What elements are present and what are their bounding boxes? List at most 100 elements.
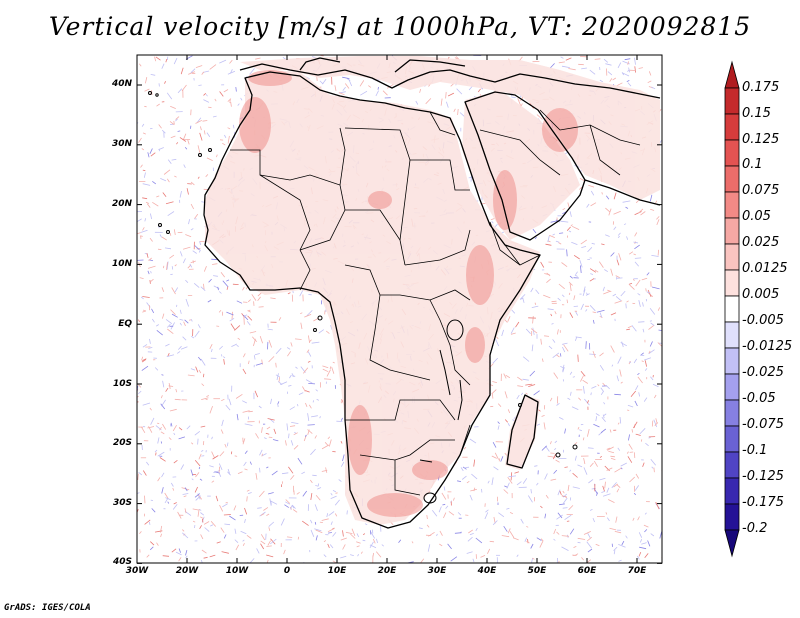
field-speckle (268, 356, 275, 363)
field-speckle (210, 524, 214, 527)
field-speckle (491, 389, 497, 395)
field-speckle (587, 400, 589, 404)
field-speckle (143, 172, 146, 178)
field-speckle (631, 325, 637, 332)
field-speckle (198, 453, 202, 460)
field-speckle (557, 297, 561, 301)
field-speckle (485, 509, 489, 513)
field-speckle (552, 339, 556, 343)
lat-label-40n: 40N (111, 79, 132, 89)
field-speckle (288, 433, 290, 439)
field-speckle (192, 250, 197, 254)
field-speckle (227, 135, 230, 144)
field-speckle (201, 397, 209, 400)
field-speckle (298, 392, 304, 395)
field-speckle (491, 455, 497, 459)
field-speckle (165, 387, 169, 392)
field-speckle (169, 121, 175, 126)
field-speckle (217, 286, 219, 291)
field-speckle (214, 471, 221, 474)
field-speckle (570, 224, 573, 227)
field-speckle (609, 527, 617, 531)
field-speckle (138, 63, 142, 67)
field-speckle (607, 71, 613, 76)
field-speckle (382, 90, 388, 96)
field-speckle (571, 225, 580, 230)
field-speckle (330, 324, 333, 330)
field-speckle (223, 356, 226, 359)
field-speckle (221, 398, 225, 402)
field-speckle (534, 302, 537, 305)
field-speckle (650, 322, 655, 326)
field-speckle (568, 281, 573, 286)
field-speckle (591, 385, 597, 389)
field-speckle (581, 67, 587, 70)
field-speckle (627, 61, 629, 65)
field-speckle (318, 329, 325, 334)
field-speckle (599, 352, 604, 357)
field-speckle (574, 336, 578, 341)
field-speckle (340, 555, 347, 559)
field-speckle (610, 455, 615, 458)
field-speckle (369, 541, 374, 549)
field-speckle (166, 354, 175, 357)
field-speckle (632, 517, 635, 521)
field-speckle (487, 480, 490, 484)
field-speckle (359, 80, 365, 87)
field-speckle (253, 355, 256, 360)
field-speckle (601, 192, 603, 195)
field-speckle (152, 201, 159, 207)
field-speckle (166, 261, 169, 270)
field-speckle (602, 382, 606, 387)
field-speckle (497, 421, 500, 425)
field-speckle (573, 254, 580, 260)
field-speckle (263, 507, 269, 511)
field-speckle (613, 226, 617, 230)
field-speckle (600, 387, 604, 392)
field-speckle (627, 404, 634, 408)
field-speckle (611, 482, 617, 489)
field-speckle (310, 519, 313, 524)
field-speckle (277, 401, 280, 405)
field-speckle (149, 407, 152, 411)
field-speckle (621, 72, 625, 76)
field-speckle (215, 495, 219, 502)
field-speckle (599, 477, 606, 481)
field-speckle (637, 372, 640, 376)
field-speckle (243, 314, 248, 318)
field-speckle (172, 487, 175, 491)
field-speckle (581, 557, 585, 561)
field-speckle (626, 300, 629, 303)
field-speckle (462, 466, 467, 470)
field-speckle (569, 528, 575, 535)
field-speckle (562, 507, 568, 509)
field-speckle (164, 492, 169, 499)
field-speckle (491, 393, 494, 399)
field-speckle (342, 86, 346, 91)
field-speckle (536, 482, 539, 486)
lat-label-30s: 30S (112, 498, 132, 508)
field-speckle (160, 533, 162, 538)
field-speckle (626, 80, 630, 83)
field-speckle (149, 546, 154, 551)
field-speckle (567, 397, 571, 400)
field-speckle (197, 509, 200, 517)
field-speckle (328, 439, 332, 447)
field-speckle (562, 490, 565, 494)
field-speckle (519, 95, 522, 98)
field-speckle (618, 559, 622, 562)
field-speckle (175, 388, 178, 393)
field-speckle (540, 261, 545, 268)
field-speckle (259, 467, 261, 473)
field-speckle (203, 93, 207, 96)
field-speckle (167, 323, 171, 328)
field-speckle (321, 469, 328, 472)
field-speckle (592, 350, 596, 358)
field-speckle (148, 257, 152, 262)
field-speckle (589, 353, 596, 355)
field-speckle (171, 266, 174, 270)
field-speckle (545, 243, 552, 246)
field-speckle (145, 201, 150, 204)
field-speckle (534, 236, 537, 240)
field-speckle (529, 370, 536, 377)
